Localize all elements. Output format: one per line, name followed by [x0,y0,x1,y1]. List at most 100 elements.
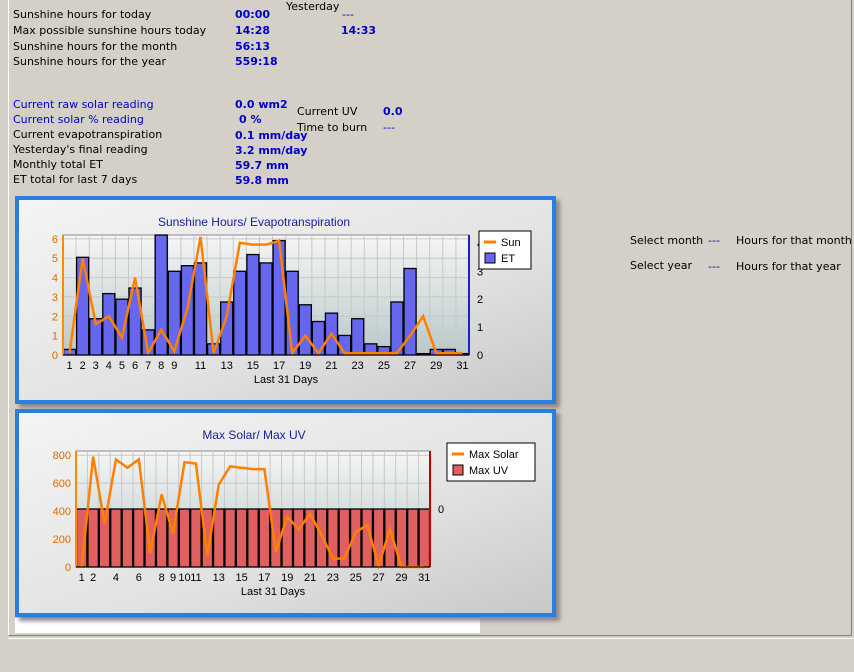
x-tick-label: 31 [418,572,430,584]
bar-max-uv [315,508,328,568]
x-tick-label: 21 [325,360,337,372]
bar-max-uv [407,508,419,568]
month-hours-label: Hours for that month [736,234,852,247]
y-right-tick-label: 1 [477,322,483,334]
bar-max-uv [224,508,237,568]
x-tick-label: 9 [170,572,176,584]
year-hours-label: Hours for that year [736,260,841,273]
x-tick-label: 13 [221,360,233,372]
bar-et [272,239,286,356]
yesterday-et-label: Yesterday's final reading [13,143,148,156]
bar-max-uv [418,508,431,568]
x-tick-label: 27 [372,572,384,584]
bar-max-uv [235,508,248,568]
x-tick-label: 11 [190,572,201,584]
x-tick-label: 2 [90,572,96,584]
x-tick-label: 17 [258,572,270,584]
x-tick-label: 6 [132,360,138,372]
bar-max-uv [87,508,99,568]
main-frame [8,0,852,636]
bar-max-uv [372,508,385,568]
y-right-tick-label: 3 [477,266,483,278]
sunshine-et-chart-svg: Sunshine Hours/ Evapotranspiration012345… [52,215,532,386]
chart-title: Sunshine Hours/ Evapotranspiration [158,215,350,229]
bar-et [350,318,365,356]
y-left-tick-label: 0 [65,562,71,574]
select-month-label[interactable]: Select month [630,234,704,247]
line-sun [68,236,463,357]
x-tick-label: 27 [404,360,416,372]
bar-max-uv [110,508,122,568]
et7-value: 59.8 mm [235,174,289,187]
y-left-tick-label: 1 [52,331,58,343]
bar-max-uv [121,508,134,568]
x-tick-label: 23 [352,360,364,372]
x-tick-label: 25 [378,360,390,372]
select-year-value[interactable]: --- [708,260,720,273]
x-tick-label: 15 [247,360,259,372]
year-sunshine-value: 559:18 [235,55,278,68]
x-tick-label: 1 [66,360,72,372]
y-right-tick-label: 2 [477,294,483,306]
x-tick-label: 29 [430,360,442,372]
bar-max-uv [247,508,259,568]
x-tick-label: 15 [235,572,247,584]
line-max-solar [80,456,425,570]
select-year-label[interactable]: Select year [630,259,692,272]
y-left-tick-label: 200 [53,534,71,546]
bar-et [75,256,90,356]
legend-bar-swatch [452,464,464,476]
x-tick-label: 1 [79,572,85,584]
legend-label: ET [501,253,515,265]
month-sunshine-label: Sunshine hours for the month [13,40,178,53]
time-to-burn-value: --- [383,121,395,134]
max-possible-label: Max possible sunshine hours today [13,24,207,37]
bar-max-uv [132,508,145,568]
y-left-tick-label: 600 [53,478,71,490]
bar-max-uv [212,508,225,568]
y-left-tick-label: 6 [52,234,58,246]
et-label: Current evapotranspiration [13,128,163,141]
y-left-tick-label: 3 [52,292,58,304]
x-tick-label: 11 [195,360,206,372]
raw-solar-value: 0.0 wm2 [235,98,288,111]
x-tick-label: 3 [93,360,99,372]
x-tick-label: 29 [395,572,407,584]
y-left-tick-label: 0 [52,350,58,362]
et-value: 0.1 mm/day [235,129,308,142]
x-tick-label: 10 [178,572,190,584]
bar-et [259,262,273,356]
month-sunshine-value: 56:13 [235,40,271,53]
y-left-tick-label: 2 [52,311,58,323]
x-tick-label: 17 [273,360,285,372]
bar-et [115,298,129,356]
x-tick-label: 25 [350,572,362,584]
bar-et [311,320,326,356]
x-tick-label: 6 [136,572,142,584]
monthly-et-value: 59.7 mm [235,159,289,172]
yesterday-max-value: 14:33 [341,24,377,37]
solar-uv-chart: Max Solar/ Max UV 0 200 400 600 800 0 1 2 4 6 8 9 10 1… [15,409,556,617]
y-left-tick-label: 800 [53,450,71,462]
chart-title: Max Solar/ Max UV [202,428,305,442]
solar-pct-value: 0 % [239,113,262,126]
yesterday-label: Yesterday [286,0,340,13]
bar-max-uv [178,508,191,568]
y-right-tick-label: 0 [438,504,444,516]
select-month-value[interactable]: --- [708,234,720,247]
x-tick-label: 31 [456,360,468,372]
x-tick-label: 21 [304,572,316,584]
x-tick-label: 19 [299,360,311,372]
et7-label: ET total for last 7 days [13,173,138,186]
x-tick-label: 9 [171,360,177,372]
legend-bar-swatch [484,252,496,264]
current-uv-label: Current UV [297,105,358,118]
x-axis-label: Last 31 Days [241,586,306,598]
legend-label: Max Solar [469,449,519,461]
x-tick-label: 7 [145,360,151,372]
bar-et [298,304,312,356]
y-left-tick-label: 400 [53,506,71,518]
bar-et [246,253,260,356]
y-left-tick-label: 5 [52,253,58,265]
